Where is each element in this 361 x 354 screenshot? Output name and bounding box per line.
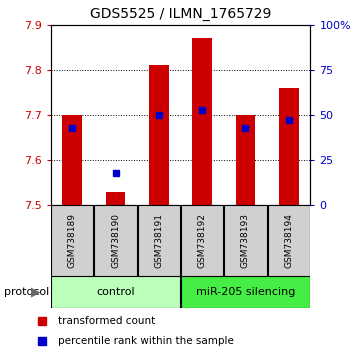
Bar (138, 205, 180, 276)
Bar (181, 205, 223, 276)
Bar (51, 276, 180, 308)
Bar (51, 205, 93, 276)
Bar (236, 115, 255, 205)
Text: GSM738194: GSM738194 (284, 213, 293, 268)
Bar (181, 276, 310, 308)
Bar (106, 192, 125, 205)
Text: GSM738193: GSM738193 (241, 213, 250, 268)
Text: percentile rank within the sample: percentile rank within the sample (58, 336, 234, 346)
Bar (192, 38, 212, 205)
Text: GSM738189: GSM738189 (68, 213, 77, 268)
Bar (268, 205, 310, 276)
Text: GSM738191: GSM738191 (155, 213, 163, 268)
Text: ▶: ▶ (31, 286, 41, 298)
Text: miR-205 silencing: miR-205 silencing (196, 287, 295, 297)
Text: GSM738190: GSM738190 (111, 213, 120, 268)
Text: GSM738192: GSM738192 (198, 213, 206, 268)
Text: control: control (96, 287, 135, 297)
Text: transformed count: transformed count (58, 316, 156, 326)
Bar (94, 205, 137, 276)
Text: protocol: protocol (4, 287, 49, 297)
Bar (224, 205, 267, 276)
Bar (62, 115, 82, 205)
Bar (149, 65, 169, 205)
Bar (279, 88, 299, 205)
Title: GDS5525 / ILMN_1765729: GDS5525 / ILMN_1765729 (90, 7, 271, 21)
